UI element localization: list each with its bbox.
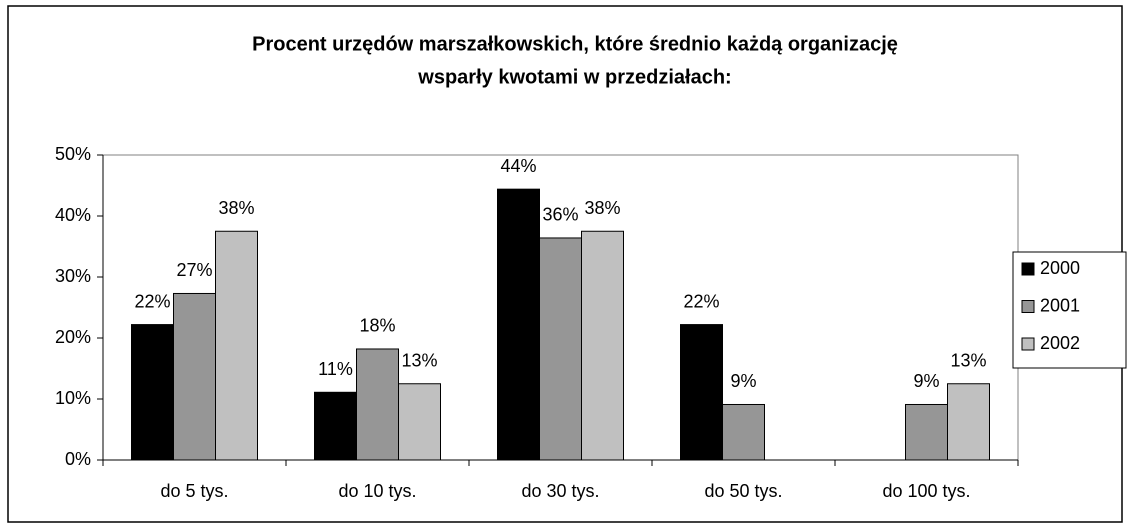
y-tick-label: 30% — [55, 266, 91, 286]
legend-label: 2000 — [1040, 258, 1080, 278]
bar — [497, 188, 540, 461]
x-tick-label: do 10 tys. — [338, 481, 416, 501]
y-tick-label: 50% — [55, 144, 91, 164]
legend-label: 2001 — [1040, 295, 1080, 315]
bar — [680, 324, 723, 461]
value-label: 44% — [500, 156, 536, 176]
x-tick-label: do 100 tys. — [882, 481, 970, 501]
x-tick-label: do 5 tys. — [160, 481, 228, 501]
legend-label: 2002 — [1040, 333, 1080, 353]
bar — [581, 230, 624, 461]
value-label: 38% — [218, 198, 254, 218]
bar — [215, 230, 258, 461]
y-tick-label: 10% — [55, 388, 91, 408]
bar — [398, 383, 441, 461]
value-label: 11% — [318, 359, 353, 379]
x-tick-label: do 50 tys. — [704, 481, 782, 501]
legend-swatch — [1021, 300, 1035, 313]
bar — [539, 237, 582, 461]
x-tick-label: do 30 tys. — [521, 481, 599, 501]
value-label: 13% — [950, 351, 986, 371]
y-tick-label: 0% — [65, 449, 91, 469]
chart-title: Procent urzędów marszałkowskich, które ś… — [252, 33, 898, 55]
bar — [314, 391, 357, 461]
bar — [722, 403, 765, 461]
bar — [947, 383, 990, 461]
value-label: 22% — [683, 291, 719, 311]
value-label: 9% — [730, 371, 756, 391]
y-tick-label: 40% — [55, 205, 91, 225]
value-label: 36% — [542, 205, 578, 225]
value-label: 9% — [913, 371, 939, 391]
legend-swatch — [1021, 337, 1035, 351]
value-label: 38% — [584, 198, 620, 218]
value-label: 13% — [401, 351, 437, 371]
bar — [905, 403, 948, 461]
bar — [173, 292, 216, 461]
value-label: 27% — [176, 260, 212, 280]
value-label: 18% — [359, 316, 395, 336]
chart-title: wsparły kwotami w przedziałach: — [417, 66, 731, 88]
legend-swatch — [1021, 262, 1035, 276]
bar — [131, 324, 174, 461]
value-label: 22% — [134, 291, 170, 311]
bar — [356, 348, 399, 461]
y-tick-label: 20% — [55, 327, 91, 347]
